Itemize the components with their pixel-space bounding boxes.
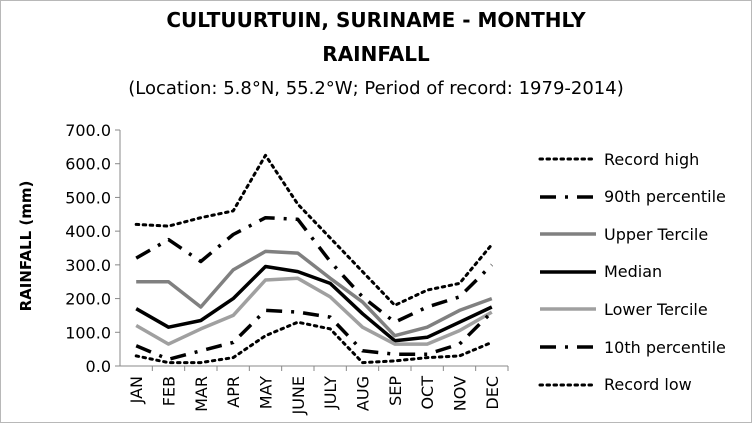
x-tick-label: DEC: [483, 376, 502, 410]
legend-swatch: [540, 307, 596, 312]
series-line-5: [135, 308, 494, 362]
x-tick-label: FEB: [160, 376, 179, 406]
y-tick-label: 100.0: [65, 323, 111, 342]
legend-item: Upper Tercile: [538, 223, 708, 245]
legend-label: Median: [604, 262, 663, 282]
y-tick-label: 600.0: [65, 155, 111, 174]
x-tick-label: NOV: [451, 376, 470, 411]
legend-item: Lower Tercile: [538, 298, 708, 320]
legend-label: Record low: [604, 375, 692, 395]
chart-title-line-2: RAINFALL: [322, 42, 430, 66]
legend-item: Record high: [538, 148, 699, 170]
legend-label: Upper Tercile: [604, 224, 709, 244]
legend-label: Lower Tercile: [604, 299, 708, 319]
y-tick-label: 500.0: [65, 188, 111, 207]
legend-swatch: [540, 194, 596, 199]
legend-swatch: [538, 383, 598, 387]
chart-title-line-1: CULTUURTUIN, SURINAME - MONTHLY: [166, 8, 586, 32]
series-line-0: [134, 153, 494, 307]
chart-subtitle: (Location: 5.8°N, 55.2°W; Period of reco…: [128, 78, 624, 99]
legend-item: 90th percentile: [538, 186, 726, 208]
legend-label: 90th percentile: [604, 187, 726, 207]
x-tick-label: MAR: [192, 376, 211, 412]
y-tick-label: 300.0: [65, 256, 111, 275]
legend-item: 10th percentile: [538, 336, 726, 358]
x-tick-label: APR: [224, 376, 243, 408]
x-tick-label: AUG: [354, 376, 373, 411]
x-tick-label: JAN: [127, 376, 146, 404]
x-tick-label: JULY: [321, 376, 340, 410]
legend-item: Record low: [538, 374, 692, 396]
x-tick-label: JUNE: [289, 376, 308, 416]
y-tick-label: 400.0: [65, 222, 111, 241]
x-tick-label: OCT: [418, 376, 437, 410]
chart-ticks: 0.0 100.0 200.0 300.0 400.0 500.0 600.0 700.0 JA…: [65, 121, 502, 416]
legend-swatch: [538, 157, 598, 161]
series-line-2: [136, 249, 493, 338]
series-line-1: [135, 215, 494, 324]
chart-series-group: [134, 153, 494, 365]
y-tick-label: 200.0: [65, 290, 111, 309]
legend-label: 10th percentile: [604, 337, 726, 357]
chart-axes: [115, 129, 509, 371]
legend-item: Median: [538, 261, 662, 283]
x-tick-label: SEP: [386, 376, 405, 406]
legend-swatch: [540, 345, 596, 349]
series-line-6: [134, 320, 494, 365]
series-line-4: [135, 276, 493, 346]
legend-swatch: [540, 270, 596, 274]
y-tick-label: 700.0: [65, 121, 111, 140]
x-tick-label: MAY: [257, 376, 276, 410]
series-line-3: [135, 264, 493, 343]
legend-swatch: [540, 232, 596, 236]
legend-label: Record high: [604, 149, 700, 169]
y-tick-label: 0.0: [86, 357, 111, 376]
